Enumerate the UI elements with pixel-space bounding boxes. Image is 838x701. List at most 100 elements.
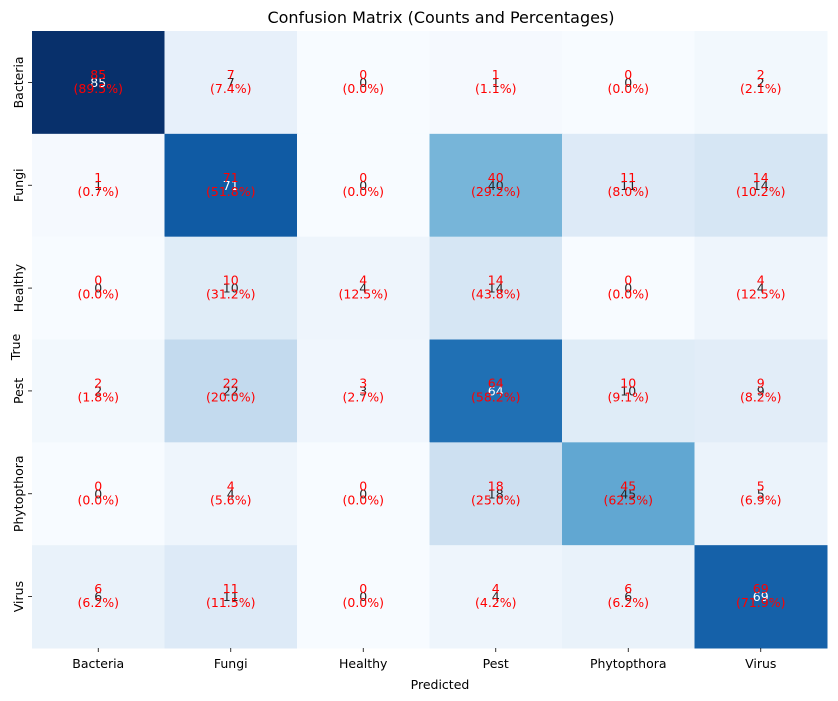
- x-tick-label: Virus: [745, 656, 776, 671]
- heatmap-cell: [32, 545, 165, 649]
- cell-count-annotation: 45: [620, 478, 636, 493]
- heatmap-cell: [297, 236, 430, 340]
- cell-percent-annotation: (2.1%): [740, 81, 782, 96]
- cell-count-annotation: 11: [620, 170, 636, 185]
- cell-count-label: 4: [227, 486, 235, 501]
- x-axis-ticks: Bacteria Fungi Healthy Pest Phytopthora Virus: [72, 648, 776, 671]
- cell-percent-annotation: (58.2%): [471, 389, 520, 404]
- cell-count-label: 10: [620, 383, 636, 398]
- cell-count-annotation: 14: [753, 170, 769, 185]
- cell-count-label: 0: [624, 281, 632, 296]
- cell-percent-annotation: (0.0%): [342, 492, 384, 507]
- heatmap-cell: [297, 545, 430, 649]
- cell-count-label: 10: [223, 281, 239, 296]
- cell-count-label: 85: [90, 75, 106, 90]
- heatmap-cell: [32, 339, 165, 443]
- cell-percent-annotation: (0.0%): [77, 492, 119, 507]
- heatmap-cell: [429, 545, 563, 649]
- cell-count-annotation: 22: [223, 375, 239, 390]
- heatmap-cell: [297, 31, 430, 135]
- cell-percent-annotation: (0.0%): [342, 595, 384, 610]
- cell-count-annotation: 6: [94, 581, 102, 596]
- cell-count-annotation: 1: [492, 67, 500, 82]
- cell-percent-annotation: (1.1%): [475, 81, 517, 96]
- heatmap-cell: [32, 236, 165, 340]
- heatmap-cell: [164, 545, 298, 649]
- heatmap-cell: [32, 133, 165, 238]
- cell-count-label: 18: [488, 486, 504, 501]
- cell-count-label: 5: [757, 486, 765, 501]
- cell-count-annotation: 4: [492, 581, 500, 596]
- cell-percent-annotation: (0.0%): [607, 81, 649, 96]
- heatmap-cell: [164, 236, 298, 340]
- cell-count-annotation: 5: [757, 478, 765, 493]
- cell-count-label: 0: [624, 75, 632, 90]
- cell-percent-annotation: (11.5%): [206, 595, 255, 610]
- cell-percent-annotation: (25.0%): [471, 492, 520, 507]
- cell-count-label: 14: [753, 178, 769, 193]
- x-tick-label: Pest: [483, 656, 509, 671]
- cell-count-label: 4: [492, 589, 500, 604]
- cell-count-label: 6: [94, 589, 102, 604]
- heatmap-cell: [562, 31, 695, 135]
- cell-count-annotation: 2: [94, 375, 102, 390]
- y-axis-ticks: Bacteria Fungi Healthy Pest Phytopthora Virus: [11, 56, 32, 612]
- cell-count-annotation: 1: [94, 170, 102, 185]
- cell-percent-annotation: (6.2%): [607, 595, 649, 610]
- heatmap-cell: [694, 31, 828, 135]
- cell-count-annotation: 40: [488, 170, 504, 185]
- cell-count-label: 69: [753, 589, 769, 604]
- cell-percent-annotation: (43.8%): [471, 287, 520, 302]
- cell-percent-annotation: (31.2%): [206, 287, 255, 302]
- cell-count-annotation: 3: [359, 375, 367, 390]
- cell-count-label: 0: [359, 178, 367, 193]
- x-tick-label: Healthy: [339, 656, 388, 671]
- cell-count-label: 1: [492, 75, 500, 90]
- cell-count-annotation: 0: [359, 478, 367, 493]
- cell-percent-annotation: (7.4%): [210, 81, 252, 96]
- cell-count-annotation: 0: [94, 273, 102, 288]
- cell-count-annotation: 11: [223, 581, 239, 596]
- heatmap-cell: [164, 442, 298, 546]
- cell-count-annotation: 7: [227, 67, 235, 82]
- cell-percent-annotation: (8.0%): [607, 184, 649, 199]
- heatmap-cell: [694, 545, 828, 649]
- cell-count-label: 22: [223, 383, 239, 398]
- cell-count-annotation: 9: [757, 375, 765, 390]
- heatmap-cell: [562, 545, 695, 649]
- cell-count-label: 4: [359, 281, 367, 296]
- cell-count-annotation: 18: [488, 478, 504, 493]
- cell-percent-annotation: (2.7%): [342, 389, 384, 404]
- cell-count-label: 3: [359, 383, 367, 398]
- y-axis-label: True: [8, 333, 23, 361]
- y-tick-label: Pest: [11, 378, 26, 404]
- cell-percent-annotation: (12.5%): [339, 287, 388, 302]
- y-tick-label: Healthy: [11, 263, 26, 312]
- cell-percent-annotation: (29.2%): [471, 184, 520, 199]
- heatmap-cell: [694, 236, 828, 340]
- cell-count-annotation: 4: [757, 273, 765, 288]
- cell-count-label: 4: [757, 281, 765, 296]
- cell-percent-annotation: (62.5%): [604, 492, 653, 507]
- heatmap-cell: [694, 442, 828, 546]
- cell-count-annotation: 0: [359, 67, 367, 82]
- heatmap-cell: [562, 236, 695, 340]
- cell-count-annotation: 2: [757, 67, 765, 82]
- x-tick-label: Fungi: [214, 656, 248, 671]
- cell-count-label: 0: [359, 589, 367, 604]
- cell-percent-annotation: (10.2%): [736, 184, 785, 199]
- chart-title: Confusion Matrix (Counts and Percentages…: [267, 8, 614, 27]
- cell-percent-annotation: (4.2%): [475, 595, 517, 610]
- cell-count-annotation: 0: [624, 67, 632, 82]
- cell-count-annotation: 6: [624, 581, 632, 596]
- cell-count-label: 71: [223, 178, 239, 193]
- cell-count-annotation: 10: [223, 273, 239, 288]
- heatmap-cell: [32, 442, 165, 546]
- heatmap-cell: [297, 133, 430, 238]
- cell-count-label: 0: [359, 486, 367, 501]
- cell-count-label: 6: [624, 589, 632, 604]
- cell-count-annotation: 69: [753, 581, 769, 596]
- cell-percent-annotation: (20.0%): [206, 389, 255, 404]
- cell-count-label: 11: [620, 178, 636, 193]
